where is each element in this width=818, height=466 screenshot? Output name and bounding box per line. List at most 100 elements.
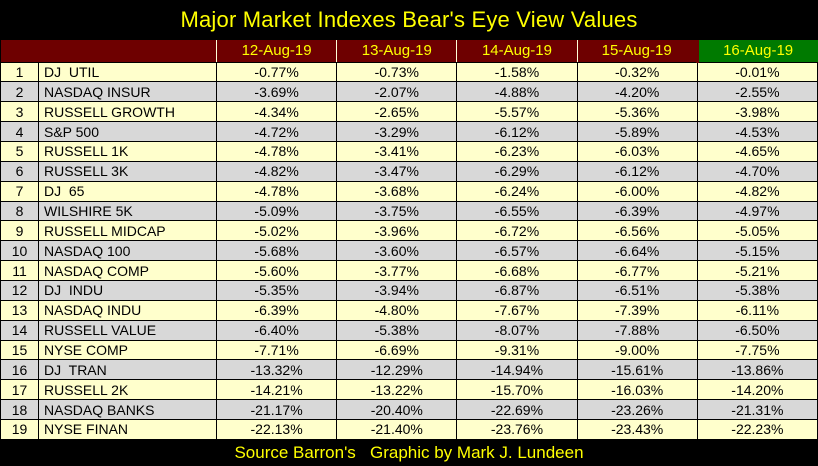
row-number-cell: 13 [0,299,39,321]
index-name-cell: RUSSELL 2K [38,379,217,401]
value-cell: -3.75% [336,200,458,222]
table-row: 2 NASDAQ INSUR -3.69% -2.07% -4.88% -4.20% -2.… [0,81,818,103]
table-row: 6 RUSSELL 3K -4.82% -3.47% -6.29% -6.12% -4.70… [0,160,818,182]
value-cell: -4.80% [336,299,458,321]
row-number-cell: 14 [0,319,39,341]
value-cell: -6.55% [456,200,578,222]
value-cell: -6.87% [456,279,578,301]
value-cell: -4.82% [215,160,338,182]
value-cell: -23.76% [456,418,578,441]
table-row: 13 NASDAQ INDU -6.39% -4.80% -7.67% -7.39% -6.… [0,299,818,321]
value-cell: -4.78% [215,140,338,162]
table-row: 9 RUSSELL MIDCAP -5.02% -3.96% -6.72% -6.56% -… [0,220,818,242]
row-number-cell: 4 [0,121,39,142]
value-cell: -6.03% [576,140,698,162]
value-cell: -13.32% [215,359,338,381]
column-header-15-aug-19: 15-Aug-19 [576,40,698,63]
market-index-table: 12-Aug-19 13-Aug-19 14-Aug-19 15-Aug-19 16-A… [0,40,818,441]
value-cell: -0.01% [696,61,818,83]
index-name-cell: NASDAQ INDU [38,299,217,321]
value-cell: -5.60% [215,260,338,281]
value-cell: -4.97% [696,200,818,222]
value-cell: -0.73% [336,61,458,83]
value-cell: -0.77% [215,61,338,83]
index-name-cell: NYSE FINAN [38,418,217,441]
value-cell: -3.60% [336,240,458,262]
value-cell: -2.07% [336,81,458,103]
value-cell: -5.35% [215,279,338,301]
value-cell: -6.50% [696,319,818,341]
row-number-cell: 9 [0,220,39,242]
row-number-cell: 8 [0,200,39,222]
value-cell: -22.69% [456,399,578,420]
value-cell: -5.05% [696,220,818,242]
value-cell: -4.82% [696,180,818,202]
value-cell: -5.38% [696,279,818,301]
value-cell: -23.43% [576,418,698,441]
value-cell: -14.21% [215,379,338,401]
value-cell: -3.94% [336,279,458,301]
page-title: Major Market Indexes Bear's Eye View Val… [180,7,638,32]
value-cell: -6.11% [696,299,818,321]
value-cell: -7.39% [576,299,698,321]
value-cell: -6.23% [456,140,578,162]
value-cell: -20.40% [336,399,458,420]
row-number-cell: 19 [0,418,39,441]
footer-credit: Source Barron's Graphic by Mark J. Lunde… [234,443,584,462]
value-cell: -4.65% [696,140,818,162]
index-name-cell: S&P 500 [38,121,217,142]
value-cell: -7.67% [456,299,578,321]
value-cell: -5.36% [576,101,698,123]
row-number-cell: 2 [0,81,39,103]
table-row: 12 DJ INDU -5.35% -3.94% -6.87% -6.51% -5.38% [0,279,818,301]
table-row: 7 DJ 65 -4.78% -3.68% -6.24% -6.00% -4.82% [0,180,818,202]
value-cell: -6.29% [456,160,578,182]
row-number-cell: 18 [0,399,39,420]
table-row: 5 RUSSELL 1K -4.78% -3.41% -6.23% -6.03% -4.65… [0,140,818,162]
index-name-cell: RUSSELL 3K [38,160,217,182]
value-cell: -5.21% [696,260,818,281]
value-cell: -5.09% [215,200,338,222]
index-name-cell: RUSSELL GROWTH [38,101,217,123]
index-name-cell: DJ INDU [38,279,217,301]
value-cell: -4.20% [576,81,698,103]
row-number-cell: 17 [0,379,39,401]
index-name-cell: NASDAQ COMP [38,260,217,281]
value-cell: -13.22% [336,379,458,401]
row-number-cell: 6 [0,160,39,182]
value-cell: -6.39% [215,299,338,321]
value-cell: -4.70% [696,160,818,182]
table-row: 14 RUSSELL VALUE -6.40% -5.38% -8.07% -7.88% -… [0,319,818,341]
value-cell: -6.00% [576,180,698,202]
value-cell: -3.69% [215,81,338,103]
corner-header-cell [0,40,217,63]
value-cell: -6.57% [456,240,578,262]
value-cell: -0.32% [576,61,698,83]
value-cell: -12.29% [336,359,458,381]
index-name-cell: DJ UTIL [38,61,217,83]
table-row: 18 NASDAQ BANKS -21.17% -20.40% -22.69% -23.2… [0,399,818,420]
value-cell: -22.13% [215,418,338,441]
table-row: 11 NASDAQ COMP -5.60% -3.77% -6.68% -6.77% -5.… [0,260,818,281]
table-row: 19 NYSE FINAN -22.13% -21.40% -23.76% -23.43%… [0,418,818,441]
value-cell: -1.58% [456,61,578,83]
table-body: 1 DJ UTIL -0.77% -0.73% -1.58% -0.32% -0.01% 2 N… [0,61,818,441]
value-cell: -6.39% [576,200,698,222]
title-bar: Major Market Indexes Bear's Eye View Val… [0,0,818,40]
value-cell: -3.96% [336,220,458,242]
value-cell: -7.75% [696,339,818,361]
value-cell: -9.31% [456,339,578,361]
value-cell: -4.88% [456,81,578,103]
value-cell: -15.70% [456,379,578,401]
value-cell: -13.86% [696,359,818,381]
table-row: 1 DJ UTIL -0.77% -0.73% -1.58% -0.32% -0.01% [0,61,818,83]
index-name-cell: NASDAQ INSUR [38,81,217,103]
value-cell: -15.61% [576,359,698,381]
value-cell: -2.65% [336,101,458,123]
index-name-cell: RUSSELL VALUE [38,319,217,341]
value-cell: -4.72% [215,121,338,142]
value-cell: -6.64% [576,240,698,262]
value-cell: -21.17% [215,399,338,420]
index-name-cell: RUSSELL 1K [38,140,217,162]
